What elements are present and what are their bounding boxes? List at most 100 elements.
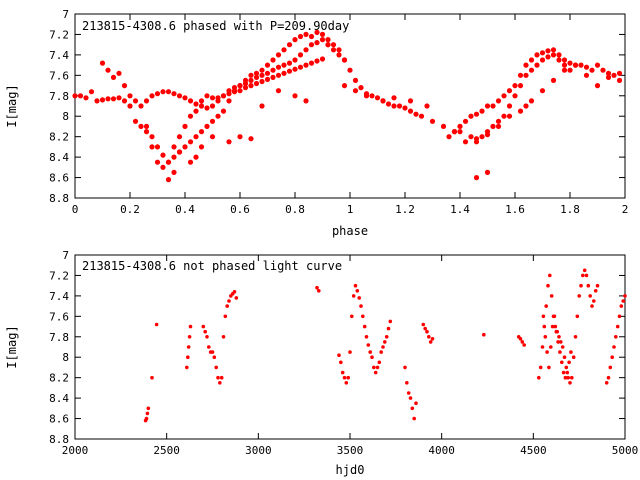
data-point xyxy=(564,365,569,370)
data-point xyxy=(186,355,190,360)
x-tick-label: 3000 xyxy=(245,444,272,457)
axis-ticks: 0 0.2 0.4 0.6 0.8 1 1.2 1.4 1.6 1.8 2 7 7.2 7.4 7.6 7.8… xyxy=(49,8,628,216)
data-point xyxy=(204,123,210,129)
data-point xyxy=(549,294,554,298)
data-point xyxy=(381,345,385,349)
data-point xyxy=(418,113,425,119)
data-point xyxy=(281,62,287,68)
data-point xyxy=(495,98,502,104)
data-point xyxy=(561,57,568,63)
y-axis-label: I[mag] xyxy=(5,325,19,368)
data-point xyxy=(552,314,557,319)
data-point xyxy=(457,123,463,129)
data-point xyxy=(182,95,188,101)
data-point xyxy=(501,93,507,99)
data-point xyxy=(375,365,380,370)
data-point xyxy=(560,360,564,365)
data-point xyxy=(270,74,276,80)
data-point xyxy=(556,52,562,58)
data-point xyxy=(593,289,598,293)
data-point xyxy=(218,381,222,385)
data-point xyxy=(253,70,260,76)
data-points xyxy=(72,29,623,183)
data-point xyxy=(127,93,133,99)
data-point xyxy=(528,98,535,104)
data-point xyxy=(330,42,337,48)
data-point xyxy=(275,72,282,78)
data-point xyxy=(188,324,193,329)
y-tick-label: 7 xyxy=(62,249,69,262)
data-point xyxy=(391,103,397,109)
data-point xyxy=(566,375,570,380)
data-point xyxy=(357,296,362,300)
data-point xyxy=(550,324,555,329)
data-point xyxy=(561,62,568,68)
data-point xyxy=(366,343,371,347)
data-point xyxy=(176,149,183,155)
data-point xyxy=(412,416,417,421)
data-point xyxy=(154,159,161,165)
data-point xyxy=(592,299,596,303)
y-axis-label: I[mag] xyxy=(5,84,19,127)
data-point xyxy=(384,335,389,339)
data-point xyxy=(612,345,616,349)
data-point xyxy=(231,89,238,95)
data-point xyxy=(562,355,567,360)
data-point xyxy=(270,67,276,73)
data-point xyxy=(198,98,205,104)
data-point xyxy=(214,365,218,370)
data-point xyxy=(182,144,188,150)
data-point xyxy=(490,123,496,129)
x-tick-label: 0.8 xyxy=(285,203,305,216)
chart-title: 213815-4308.6 not phased light curve xyxy=(82,259,342,273)
data-point xyxy=(209,118,216,124)
data-point xyxy=(138,103,144,109)
data-point xyxy=(337,353,341,358)
data-point xyxy=(595,283,600,288)
data-point xyxy=(619,304,624,308)
data-point xyxy=(370,355,374,360)
data-point xyxy=(146,406,151,411)
data-point xyxy=(205,335,209,339)
x-tick-label: 0 xyxy=(72,203,79,216)
x-tick-label: 5000 xyxy=(612,444,639,457)
data-point xyxy=(539,57,546,63)
data-point xyxy=(579,283,583,288)
data-point xyxy=(314,40,320,46)
data-point xyxy=(565,370,570,375)
data-point xyxy=(410,406,415,411)
data-point xyxy=(248,83,254,89)
data-point xyxy=(303,47,309,53)
data-point xyxy=(264,70,271,76)
data-point xyxy=(561,370,566,375)
data-point xyxy=(428,340,433,344)
x-tick-label: 0.2 xyxy=(120,203,140,216)
y-tick-label: 7.4 xyxy=(49,290,69,303)
data-point xyxy=(380,98,386,104)
data-point xyxy=(225,304,229,308)
y-tick-label: 8.8 xyxy=(49,192,69,205)
data-point xyxy=(523,72,529,78)
data-point xyxy=(143,123,150,129)
x-tick-label: 0.4 xyxy=(175,203,195,216)
data-point xyxy=(344,381,349,385)
data-point xyxy=(549,345,553,349)
data-point xyxy=(203,329,207,334)
data-point xyxy=(517,72,524,78)
data-point xyxy=(286,68,293,74)
data-point xyxy=(297,33,304,40)
data-point xyxy=(83,95,89,101)
y-tick-label: 8.4 xyxy=(49,392,69,405)
data-point xyxy=(484,132,491,138)
data-point xyxy=(144,416,149,421)
data-point xyxy=(616,77,623,83)
data-point xyxy=(187,139,194,145)
data-point xyxy=(512,83,518,89)
data-point xyxy=(573,335,578,339)
data-point xyxy=(586,283,591,288)
data-point xyxy=(538,365,543,370)
data-point xyxy=(219,375,224,380)
data-point xyxy=(402,105,408,111)
data-point xyxy=(379,350,384,354)
